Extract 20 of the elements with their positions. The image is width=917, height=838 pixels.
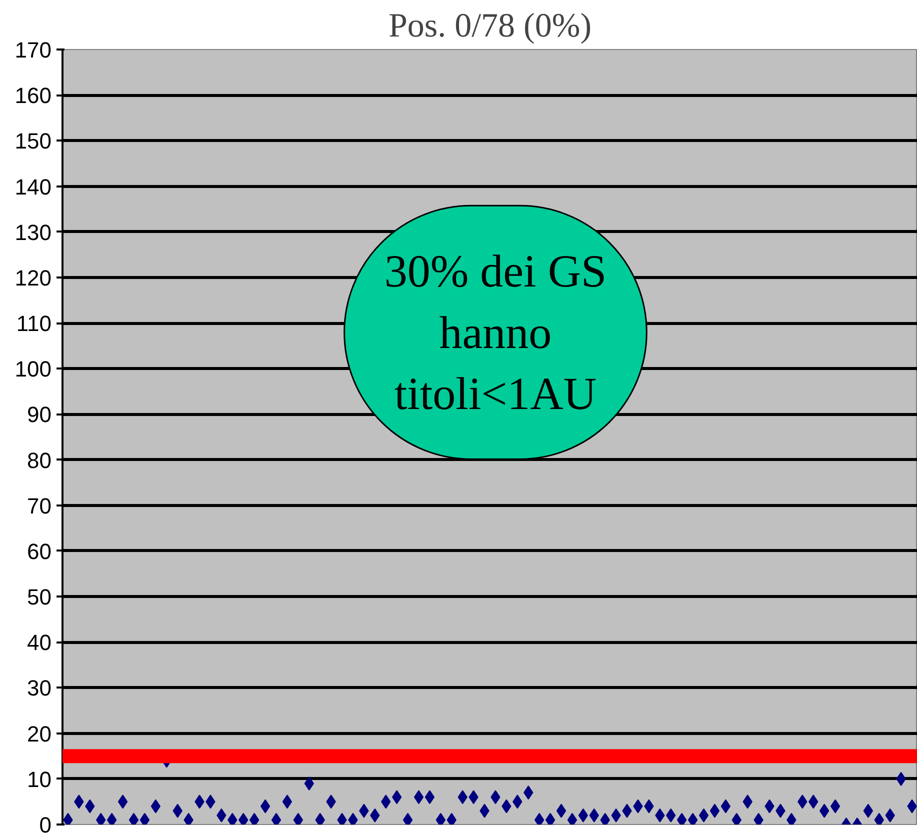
y-tick-label: 100 — [14, 356, 52, 382]
y-tick-label: 110 — [16, 311, 52, 336]
y-tick-label: 50 — [27, 584, 52, 610]
y-tick-label: 160 — [14, 83, 52, 108]
y-tick-label: 30 — [27, 676, 52, 701]
y-tick-label: 90 — [27, 402, 52, 428]
y-tick-label: 0 — [39, 812, 52, 838]
y-tick-label: 60 — [27, 538, 52, 564]
y-tick-label: 20 — [27, 721, 52, 746]
chart-title: Pos. 0/78 (0%) — [388, 8, 592, 44]
y-tick-label: 40 — [27, 630, 52, 656]
y-tick-label: 140 — [14, 174, 52, 200]
y-tick-label: 70 — [27, 493, 52, 518]
y-tick-label: 10 — [27, 766, 52, 792]
y-tick-label: 150 — [14, 128, 52, 154]
annotation: 30% dei GS hanno titoli<1AU — [384, 246, 607, 420]
y-tick-label: 120 — [14, 265, 52, 290]
y-tick-label: 170 — [14, 38, 52, 62]
y-tick-label: 80 — [27, 448, 52, 473]
y-tick-label: 130 — [14, 220, 52, 245]
